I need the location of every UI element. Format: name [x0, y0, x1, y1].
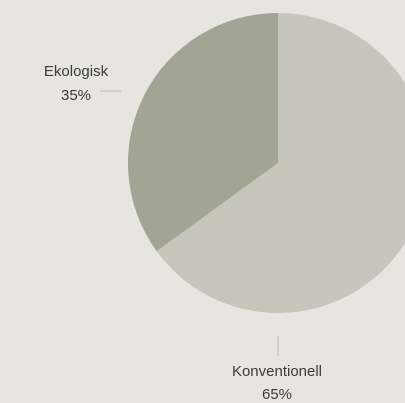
- slice-value-ekologisk: 35%: [61, 87, 91, 104]
- slice-name-ekologisk: Ekologisk: [44, 63, 109, 80]
- pie-slice-ekologisk: [128, 13, 278, 252]
- slice-name-konventionell: Konventionell: [232, 363, 322, 380]
- slice-value-konventionell: 65%: [262, 386, 292, 403]
- pie-slice-konventionell: [156, 13, 405, 313]
